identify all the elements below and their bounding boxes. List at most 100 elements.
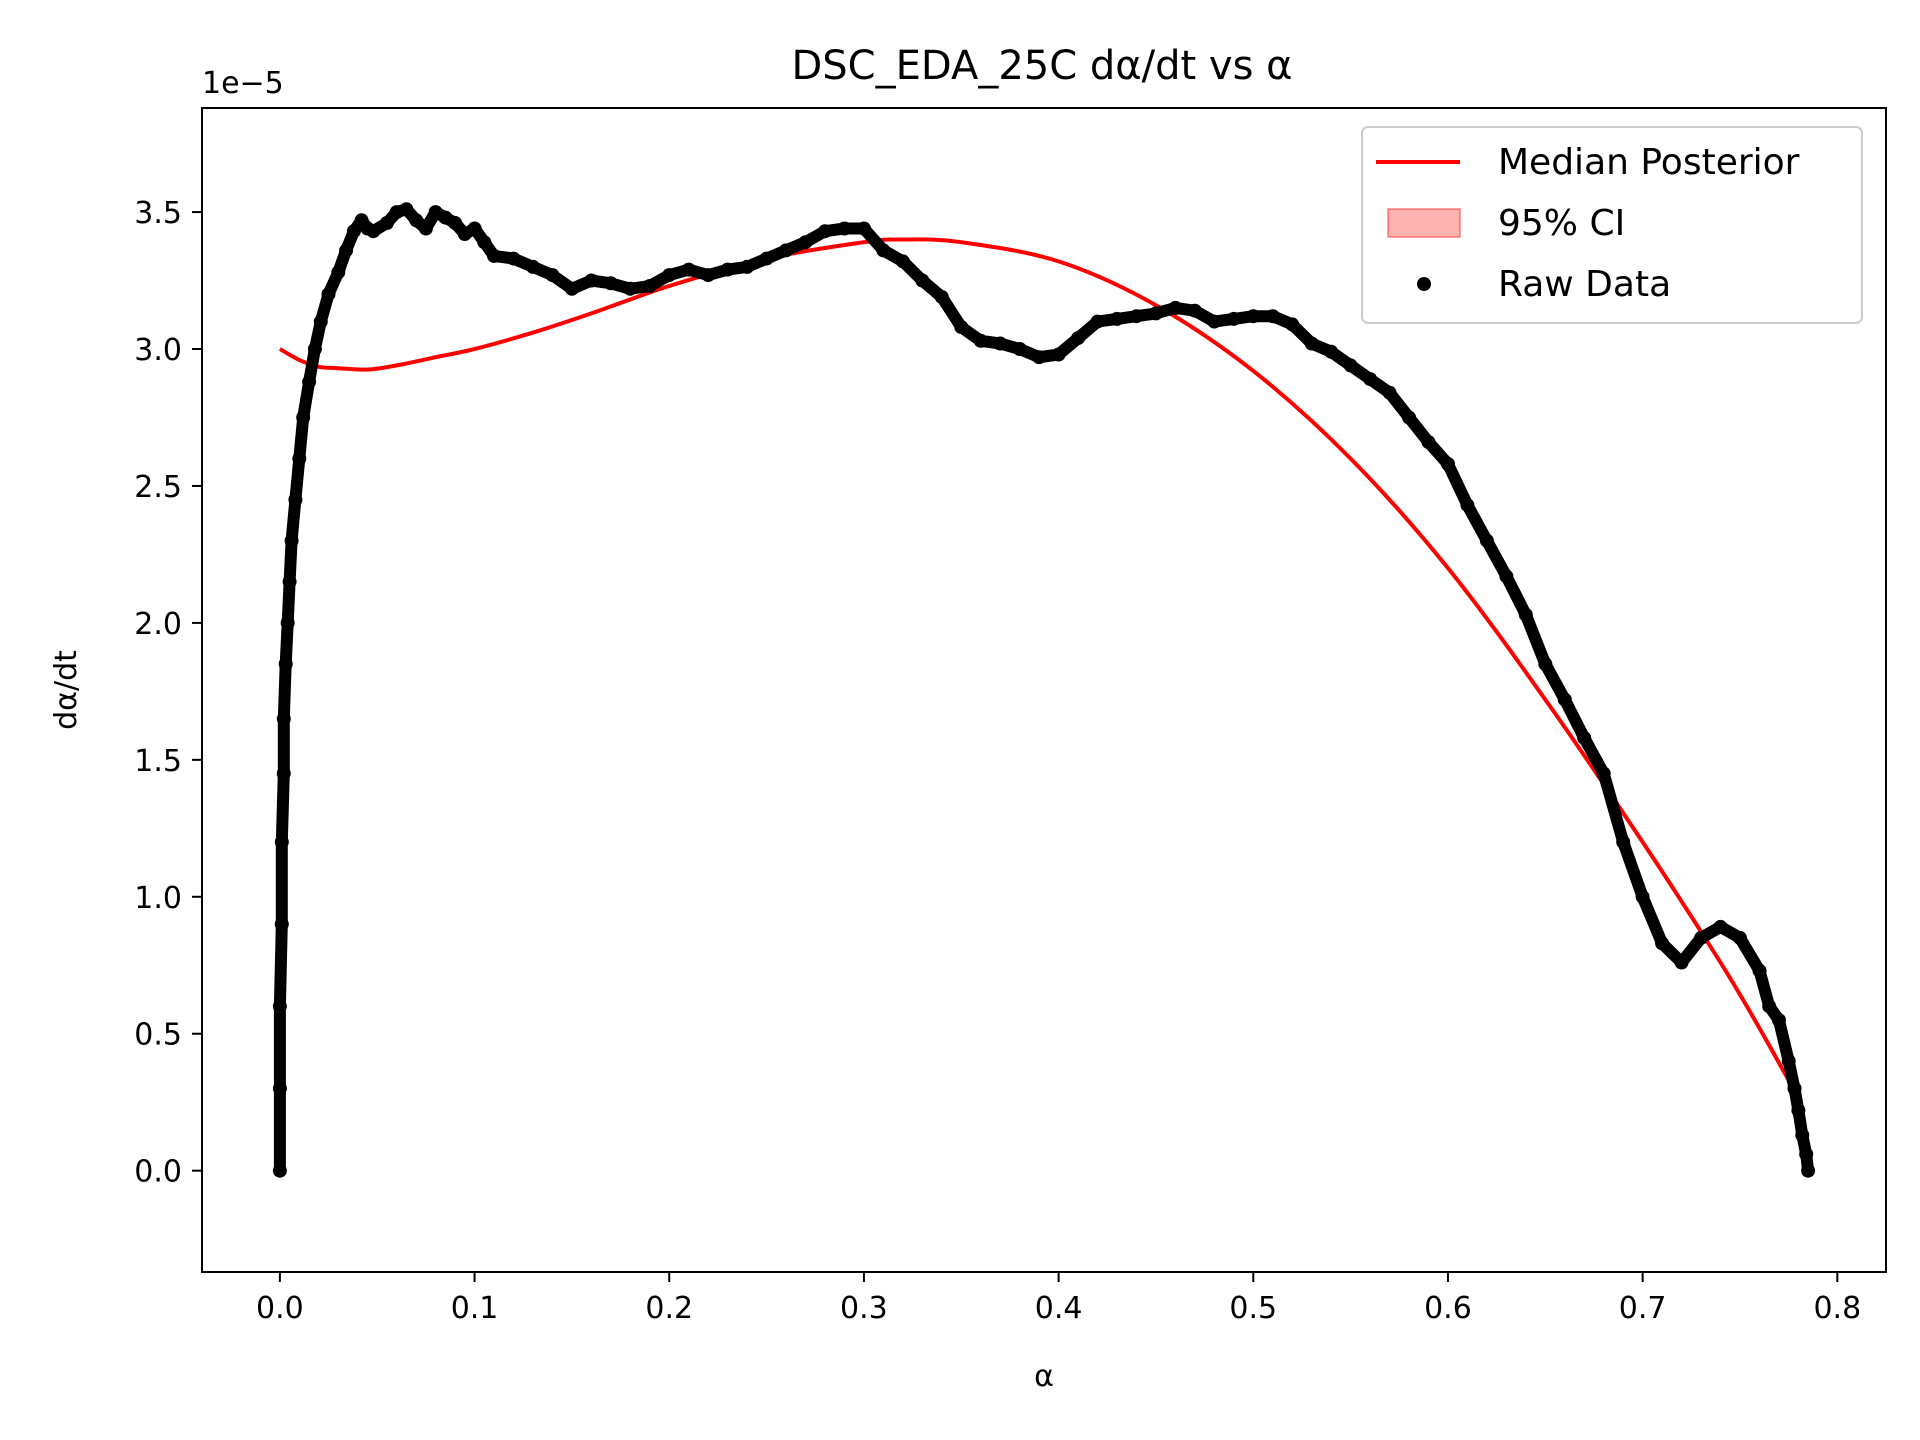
x-axis-title: α xyxy=(1034,1359,1054,1394)
raw-data-point xyxy=(1787,1081,1802,1096)
raw-data-point xyxy=(1363,372,1378,387)
raw-data-point xyxy=(623,281,638,296)
raw-data-point xyxy=(487,248,501,263)
y-tick-label: 1.5 xyxy=(134,744,182,779)
raw-data-point xyxy=(379,216,394,230)
raw-data-point xyxy=(1382,385,1397,400)
raw-data-point xyxy=(1713,919,1728,934)
raw-data-point xyxy=(1674,955,1689,970)
legend-label: 95% CI xyxy=(1498,203,1625,244)
raw-data-point xyxy=(1538,657,1553,671)
raw-data-point xyxy=(284,533,299,548)
x-tick-label: 0.0 xyxy=(256,1291,304,1326)
y-tick-label: 1.0 xyxy=(134,881,182,916)
raw-data-point xyxy=(339,243,354,258)
legend-handle-marker xyxy=(1417,277,1431,291)
chart-title: DSC_EDA_25C dα/dt vs α xyxy=(791,43,1292,89)
x-tick-label: 0.1 xyxy=(451,1291,499,1326)
raw-data-point xyxy=(1791,1103,1806,1118)
raw-data-point xyxy=(1343,358,1358,373)
raw-data-point xyxy=(1051,347,1066,362)
raw-data-point xyxy=(526,259,540,274)
raw-data-point xyxy=(477,235,492,250)
raw-data-point xyxy=(1402,410,1416,425)
median-posterior-line xyxy=(278,237,1791,1082)
raw-data-point xyxy=(642,279,657,293)
raw-data-point xyxy=(1479,533,1494,548)
raw-data-point xyxy=(759,251,774,266)
x-tick-label: 0.5 xyxy=(1229,1291,1277,1326)
raw-data-point xyxy=(1129,309,1144,324)
raw-data-point xyxy=(564,281,579,296)
raw-data-point xyxy=(346,224,361,239)
y-tick-label: 3.0 xyxy=(134,333,182,368)
raw-data-point xyxy=(321,287,336,302)
raw-data-point xyxy=(1207,314,1222,329)
raw-data-point xyxy=(1441,457,1455,471)
raw-data-point xyxy=(818,224,832,239)
raw-data-point xyxy=(1168,300,1183,315)
raw-data-point xyxy=(1304,336,1319,351)
raw-data-point xyxy=(272,1163,287,1178)
raw-data-point xyxy=(954,320,969,335)
raw-data-point xyxy=(276,711,291,726)
legend-handle-band xyxy=(1387,208,1461,238)
raw-data-point xyxy=(915,273,930,288)
raw-data-point xyxy=(584,273,599,288)
raw-data-point xyxy=(506,251,521,266)
raw-data-point xyxy=(274,917,289,932)
raw-data-point xyxy=(1557,692,1572,707)
legend-box xyxy=(1361,126,1863,324)
raw-data-point xyxy=(662,268,677,283)
raw-data-point xyxy=(418,221,433,236)
x-tick-label: 0.6 xyxy=(1424,1291,1472,1326)
y-axis-offset-label: 1e−5 xyxy=(202,66,284,101)
raw-data-point xyxy=(1518,607,1533,622)
y-tick-label: 0.5 xyxy=(134,1018,182,1053)
raw-data-point xyxy=(1771,1013,1786,1027)
raw-data-point xyxy=(1781,1054,1796,1069)
raw-data-point xyxy=(1012,342,1027,356)
raw-data-point xyxy=(1032,350,1047,365)
y-axis: 0.0 0.5 1.0 1.5 2.0 2.5 3.0 3.5 xyxy=(134,196,202,1190)
legend-label: Median Posterior xyxy=(1498,142,1800,183)
raw-data-point xyxy=(331,265,346,280)
raw-data-point xyxy=(280,615,295,630)
y-tick-label: 2.0 xyxy=(134,607,182,642)
raw-data-point xyxy=(288,492,303,507)
raw-data-point xyxy=(307,342,322,356)
raw-data-point xyxy=(1110,311,1124,326)
x-tick-label: 0.4 xyxy=(1035,1291,1083,1326)
raw-data-point xyxy=(701,268,716,283)
raw-data-point xyxy=(302,374,317,389)
raw-data-point xyxy=(366,224,381,239)
series-layer xyxy=(272,202,1816,1178)
raw-data-point xyxy=(1655,936,1670,951)
plot-frame xyxy=(201,107,1887,1273)
raw-data-point xyxy=(681,262,696,277)
x-tick-label: 0.7 xyxy=(1619,1291,1667,1326)
raw-data-point xyxy=(720,262,735,277)
raw-data-point xyxy=(993,336,1008,351)
raw-data-point xyxy=(1799,1147,1814,1162)
raw-data-point xyxy=(1694,930,1709,945)
raw-data-point xyxy=(1752,963,1767,978)
y-tick-label: 2.5 xyxy=(134,470,182,505)
raw-data-point xyxy=(1795,1128,1810,1143)
raw-data-point xyxy=(1577,730,1592,745)
y-tick-label: 3.5 xyxy=(134,196,182,231)
x-tick-label: 0.8 xyxy=(1813,1291,1861,1326)
raw-data-point xyxy=(1801,1163,1816,1178)
raw-data-point xyxy=(448,216,463,230)
x-tick-label: 0.2 xyxy=(645,1291,693,1326)
raw-data-point xyxy=(603,276,618,291)
legend: Median Posterior 95% CI Raw Data xyxy=(1361,126,1863,324)
raw-data-point xyxy=(934,290,949,304)
raw-data-point xyxy=(1460,498,1475,513)
raw-data-point xyxy=(292,451,307,466)
legend-label: Raw Data xyxy=(1498,264,1671,305)
raw-data-point xyxy=(276,766,291,781)
raw-data-point xyxy=(798,235,813,250)
raw-data-point xyxy=(272,999,287,1014)
